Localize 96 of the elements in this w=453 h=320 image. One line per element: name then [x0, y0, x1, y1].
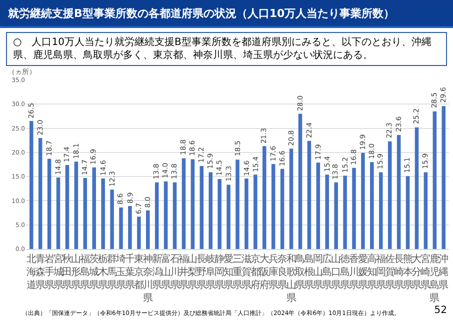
x-tick-label: 岡山県	[313, 254, 324, 291]
chart-subtitle: ○ 人口10万人当たり就労継続支援B型事業所数を都道府県別にみると、以下のとおり、沖縄県、鹿児島県、鳥取県が多く、東京都、神奈川県、埼玉県が少ない状況にある。	[6, 32, 447, 66]
x-tick-label: 福岡県	[376, 253, 386, 291]
bar	[254, 174, 258, 249]
bar	[200, 166, 204, 249]
bar	[244, 178, 248, 249]
x-tick-label: 鹿児島県	[430, 253, 440, 304]
bar	[262, 146, 266, 249]
x-tick-label: 埼玉県	[115, 253, 126, 291]
bar	[396, 135, 401, 249]
bar	[119, 207, 123, 249]
bar	[442, 106, 446, 249]
bar	[414, 127, 419, 249]
x-tick-label: 長崎県	[394, 254, 404, 291]
x-tick-label: 宮崎県	[420, 253, 431, 291]
bar	[361, 152, 365, 249]
bar	[38, 138, 42, 249]
bar	[190, 159, 195, 249]
x-tick-label: 高知県	[366, 253, 377, 291]
x-tick-label: 千葉県	[124, 253, 135, 291]
x-tick-label: 福島県	[80, 253, 90, 291]
bar	[83, 178, 88, 249]
x-tick-label: 山口県	[331, 253, 342, 291]
x-tick-label: 秋田県	[62, 253, 72, 291]
bar	[370, 162, 374, 249]
x-tick-label: 北海道	[26, 253, 36, 291]
x-tick-label: 福井県	[178, 253, 189, 291]
bar	[226, 184, 230, 249]
bar	[307, 140, 312, 249]
bar	[92, 167, 96, 249]
bar	[334, 182, 338, 249]
bar	[146, 210, 150, 249]
x-tick-label: 島根県	[304, 253, 314, 291]
bar	[271, 164, 276, 249]
bar	[352, 168, 356, 249]
x-tick-label: 兵庫県	[268, 253, 278, 291]
x-tick-label: 静岡県	[214, 253, 225, 291]
x-tick-label: 青森県	[35, 253, 46, 291]
bar	[164, 181, 168, 249]
bar	[65, 164, 70, 249]
bar	[137, 216, 141, 249]
bar	[218, 178, 222, 249]
bar	[208, 172, 212, 249]
x-tick-label: 茨城県	[88, 253, 100, 291]
bar	[128, 206, 132, 249]
x-tick-label: 京都府	[250, 253, 260, 291]
x-tick-label: 長野県	[196, 254, 207, 291]
x-tick-label: 鳥取県	[294, 253, 306, 291]
bar	[172, 182, 177, 249]
x-tick-label: 栃木県	[98, 253, 108, 291]
x-tick-label: 富山県	[160, 253, 171, 291]
x-tick-label: 佐賀県	[384, 254, 395, 291]
bar	[47, 158, 52, 249]
x-tick-label: 滋賀県	[241, 253, 252, 291]
bar	[30, 121, 34, 249]
x-tick-label: 大阪府	[259, 253, 270, 291]
bar	[110, 190, 114, 249]
x-tick-label: 群馬県	[106, 253, 118, 291]
x-tick-label: 徳島県	[340, 254, 350, 291]
bar	[432, 111, 437, 249]
x-tick-label: 新潟県	[152, 253, 162, 291]
bar	[101, 178, 105, 249]
x-tick-label: 岐阜県	[206, 253, 216, 291]
bar	[424, 172, 428, 249]
bar	[289, 148, 294, 249]
bar	[74, 162, 78, 249]
x-tick-label: 愛媛県	[358, 253, 368, 291]
text: 52	[434, 305, 447, 316]
x-tick-label: 三重県	[232, 254, 242, 291]
x-tick-label: 東京都	[134, 253, 144, 291]
x-tick-label: 愛知県	[224, 253, 234, 291]
bar	[325, 174, 329, 249]
bar	[343, 176, 347, 249]
bar	[388, 141, 392, 249]
x-tick-label: 熊本県	[402, 253, 413, 291]
bar	[316, 162, 320, 249]
x-tick-label: 和歌山県	[286, 253, 296, 304]
bar	[298, 114, 302, 249]
x-tick-label: 奈良県	[277, 254, 288, 291]
bar	[56, 178, 60, 249]
x-tick-label: 広島県	[322, 253, 332, 291]
bar	[280, 168, 284, 249]
bar	[379, 172, 383, 249]
x-tick-label: 香川県	[349, 253, 359, 291]
bar	[406, 176, 410, 249]
x-tick-label: 山梨県	[188, 253, 198, 291]
bar	[236, 160, 240, 249]
x-tick-label: 大分県	[412, 253, 422, 291]
x-tick-label: 山形県	[71, 253, 82, 291]
x-tick-label: 神奈川県	[142, 253, 153, 304]
bar	[154, 182, 159, 249]
x-tick-label: 沖縄県	[438, 253, 449, 291]
x-tick-label: 岩手県	[44, 253, 54, 291]
chart-title: 就労継続支援B型事業所数の各都道府県の状況（人口10万人当たり事業所数）	[0, 0, 453, 28]
bar	[182, 158, 186, 249]
x-tick-label: 石川県	[170, 254, 180, 291]
